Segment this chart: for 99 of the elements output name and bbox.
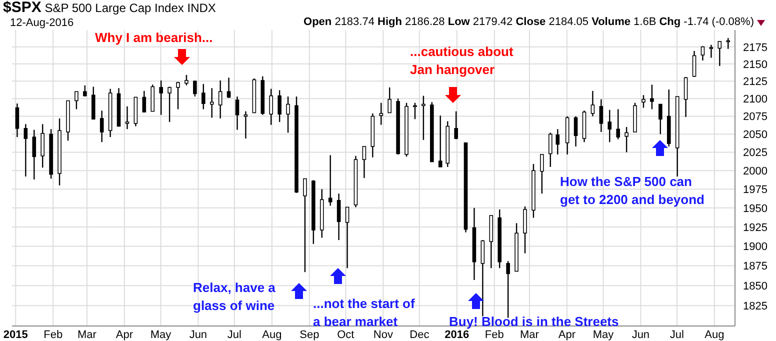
candlestick: [362, 146, 366, 179]
candlestick: [303, 178, 307, 273]
candlestick: [616, 108, 620, 140]
candlestick: [202, 83, 206, 110]
x-tick-label: Mar: [520, 329, 540, 341]
candlestick: [540, 154, 544, 194]
candlestick: [642, 94, 646, 108]
candlestick: [244, 110, 248, 140]
y-tick-label: 1925: [743, 222, 768, 234]
candlestick: [184, 74, 188, 86]
annotation: Relax, have a glass of wine: [193, 279, 276, 315]
x-tick-label: Jun: [189, 329, 208, 341]
candlestick: [548, 132, 552, 168]
y-tick-label: 1825: [743, 300, 768, 313]
x-tick-label: Oct: [337, 329, 354, 341]
candlestick: [15, 102, 20, 138]
x-tick-label: Aug: [704, 329, 724, 341]
candlestick: [210, 88, 214, 118]
y-tick-label: 2125: [743, 76, 768, 88]
annotation: Why I am bearish...: [95, 29, 213, 47]
candlestick: [413, 102, 417, 120]
candlestick: [422, 95, 426, 141]
x-tick-label: Sep: [300, 329, 320, 341]
candlestick: [590, 90, 595, 117]
candlestick: [83, 84, 87, 98]
candlestick: [650, 84, 654, 110]
y-tick-label: 1875: [743, 260, 768, 273]
candlestick: [388, 86, 392, 114]
candlestick: [74, 91, 78, 110]
y-tick-label: 2100: [743, 94, 768, 106]
annotation: How the S&P 500 can get to 2200 and beyond: [560, 173, 704, 209]
x-tick-label: Feb: [484, 329, 504, 341]
y-tick-label: 1975: [743, 184, 768, 196]
y-tick-label: 1850: [743, 280, 768, 292]
x-tick-label: Dec: [410, 329, 430, 341]
chart-subtitle: 12-Aug-2016: [10, 17, 74, 29]
candlestick: [100, 110, 104, 143]
candlestick: [168, 86, 172, 123]
candlestick: [454, 110, 458, 140]
x-tick-label: Mar: [77, 329, 97, 341]
candlestick: [692, 50, 696, 78]
y-tick-label: 1950: [743, 202, 768, 215]
candlestick: [718, 40, 722, 67]
y-tick-label: 2075: [743, 111, 768, 124]
candlestick: [125, 106, 130, 130]
candlestick: [684, 76, 688, 118]
candlestick: [193, 80, 197, 98]
text: Open 2183.74 High 2186.28 Low 2179.42 Close 2184.05 Volume 1.6B Chg -1.74 (-0.08%): [304, 16, 754, 28]
candlestick: [218, 80, 222, 120]
candlestick: [24, 124, 28, 178]
candlestick: [269, 88, 274, 126]
x-tick-label: Jul: [227, 329, 242, 341]
chart-title: $SPX S&P 500 Large Cap Index INDX: [3, 0, 216, 16]
candlestick: [345, 206, 350, 269]
annotation: ...cautious about Jan hangover: [410, 43, 514, 79]
y-tick-label: 1900: [743, 241, 768, 254]
candlestick: [278, 90, 282, 123]
candlestick: [480, 239, 485, 317]
candlestick: [700, 46, 705, 62]
candlestick: [438, 114, 442, 168]
x-tick-label: May: [150, 329, 172, 341]
candlestick: [658, 104, 662, 135]
candlestick: [142, 90, 146, 113]
annotation: ...not the start of a bear market: [313, 295, 415, 329]
candlestick: [235, 96, 240, 130]
candlestick: [599, 98, 604, 133]
candlestick: [506, 260, 510, 318]
candlestick: [286, 96, 290, 134]
x-tick-label: 2016: [444, 329, 470, 341]
x-tick-label: Feb: [44, 329, 63, 341]
candlestick: [159, 80, 163, 116]
candlestick: [379, 102, 384, 126]
x-tick-label: Aug: [262, 329, 282, 341]
annotation: Buy! Blood is in the Streets: [449, 313, 619, 330]
x-tick-label: Apr: [558, 329, 576, 341]
y-tick-label: 2150: [743, 58, 768, 71]
candlestick: [574, 116, 578, 148]
x-tick-label: Jun: [632, 329, 650, 341]
y-tick-label: 2050: [743, 129, 768, 142]
x-tick-label: 2015: [3, 329, 28, 341]
candlestick: [726, 37, 730, 50]
candlestick: [556, 128, 560, 156]
candlestick: [328, 154, 332, 206]
y-tick-label: 2000: [743, 165, 768, 178]
candlestick: [608, 109, 612, 143]
x-tick-label: May: [592, 329, 614, 341]
candlestick: [32, 129, 36, 180]
candlestick: [709, 44, 714, 58]
candlestick: [624, 126, 628, 153]
candlestick: [176, 81, 180, 110]
candlestick: [40, 124, 44, 168]
candlestick: [523, 206, 527, 254]
x-tick-label: Nov: [373, 329, 394, 341]
candlestick: [336, 193, 341, 241]
y-tick-label: 2175: [743, 42, 768, 54]
x-tick-label: Apr: [116, 329, 134, 341]
candlestick: [226, 77, 231, 99]
x-tick-label: Jul: [670, 329, 684, 341]
y-tick-label: 2025: [743, 147, 768, 160]
